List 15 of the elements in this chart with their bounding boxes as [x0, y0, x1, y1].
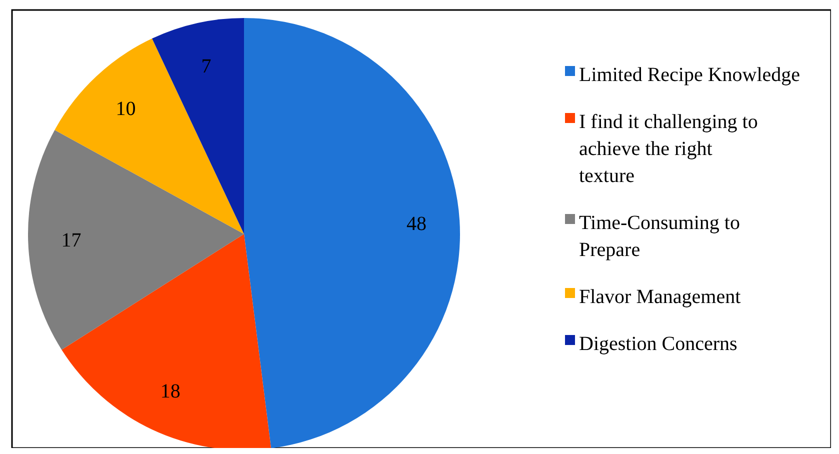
data-label: 18: [160, 380, 180, 402]
data-label: 17: [61, 229, 82, 252]
pie-slice: [62, 234, 272, 448]
legend-label: Limited Recipe Knowledge: [579, 64, 800, 86]
pie-slice: [54, 38, 244, 234]
data-label: 7: [201, 55, 212, 78]
legend-label: Digestion Concerns: [579, 333, 738, 355]
legend-label: Flavor Management: [579, 286, 742, 308]
pie-slice: [28, 130, 244, 350]
legend-label: I find it challenging to achieve the right texture: [579, 111, 758, 187]
pie-slice: [244, 18, 460, 448]
pie-slice: [152, 18, 244, 234]
data-label: 10: [116, 98, 136, 120]
legend-label: Time-Consuming to Prepare: [579, 212, 740, 261]
data-label: 48: [406, 213, 426, 236]
